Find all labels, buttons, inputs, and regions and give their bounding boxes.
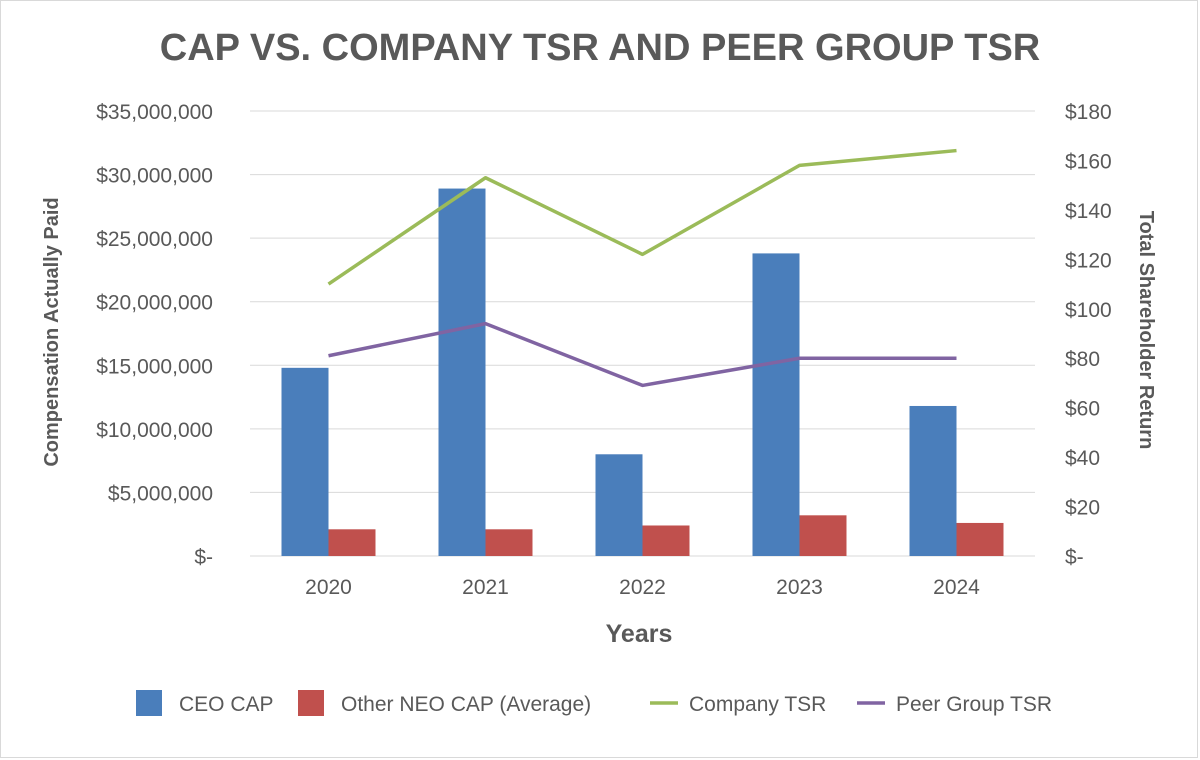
bar-ceo-cap (281, 367, 329, 556)
legend-label-other-neo-cap-average: Other NEO CAP (Average) (341, 693, 591, 716)
lines (327, 148, 957, 388)
line-peer-group-tsr (328, 321, 957, 388)
x-tick-label: 2020 (305, 576, 352, 599)
legend: CEO CAP Other NEO CAP (Average) Company TS… (136, 690, 1052, 716)
y2-tick-label: $100 (1065, 299, 1112, 322)
y2-tick-label: $40 (1065, 447, 1100, 470)
y-tick-label: $15,000,000 (96, 355, 213, 378)
bars (281, 188, 1004, 557)
y-tick-label: $30,000,000 (96, 165, 213, 188)
x-tick-label: 2021 (462, 576, 509, 599)
x-tick-label: 2024 (933, 576, 980, 599)
legend-swatch-ceo-cap (136, 690, 162, 716)
y-axis-ticks: $- $5,000,000 $10,000,000 $15,000,000 $20,00… (96, 101, 213, 569)
y-tick-label: $5,000,000 (108, 482, 213, 505)
x-axis-title: Years (606, 620, 673, 648)
y2-tick-label: $160 (1065, 150, 1112, 173)
chart-title: CAP VS. COMPANY TSR AND PEER GROUP TSR (160, 27, 1040, 69)
bar-other-neo-cap-average (799, 515, 847, 556)
y-tick-label: $- (194, 546, 213, 569)
bar-ceo-cap (595, 454, 643, 556)
bar-other-neo-cap-average (642, 525, 690, 556)
x-tick-label: 2023 (776, 576, 823, 599)
bar-other-neo-cap-average (328, 529, 376, 556)
y-tick-label: $20,000,000 (96, 292, 213, 315)
bar-other-neo-cap-average (485, 529, 533, 556)
bar-ceo-cap (752, 253, 800, 556)
y-axis-title: Compensation Actually Paid (41, 197, 63, 466)
y2-tick-label: $80 (1065, 348, 1100, 371)
y2-tick-label: $60 (1065, 398, 1100, 421)
y2-tick-label: $20 (1065, 497, 1100, 520)
bar-ceo-cap (909, 405, 957, 556)
legend-label-company-tsr: Company TSR (689, 693, 826, 716)
legend-label-peer-group-tsr: Peer Group TSR (896, 693, 1052, 716)
y2-axis-title: Total Shareholder Return (1135, 211, 1157, 450)
bar-ceo-cap (438, 188, 486, 557)
legend-label-ceo-cap: CEO CAP (179, 693, 274, 716)
bar-other-neo-cap-average (956, 522, 1004, 556)
y2-tick-label: $180 (1065, 101, 1112, 124)
y2-axis-ticks: $- $20 $40 $60 $80 $100 $120 $140 $160 $180 (1065, 101, 1112, 569)
y2-tick-label: $- (1065, 546, 1084, 569)
y-tick-label: $25,000,000 (96, 228, 213, 251)
line-company-tsr (327, 148, 957, 286)
x-axis-ticks: 2020 2021 2022 2023 2024 (305, 576, 980, 599)
legend-swatch-other-neo-cap-average (298, 690, 324, 716)
y2-tick-label: $140 (1065, 200, 1112, 223)
y-tick-label: $35,000,000 (96, 101, 213, 124)
gridlines (250, 110, 1035, 557)
y-tick-label: $10,000,000 (96, 419, 213, 442)
y2-tick-label: $120 (1065, 249, 1112, 272)
x-tick-label: 2022 (619, 576, 666, 599)
